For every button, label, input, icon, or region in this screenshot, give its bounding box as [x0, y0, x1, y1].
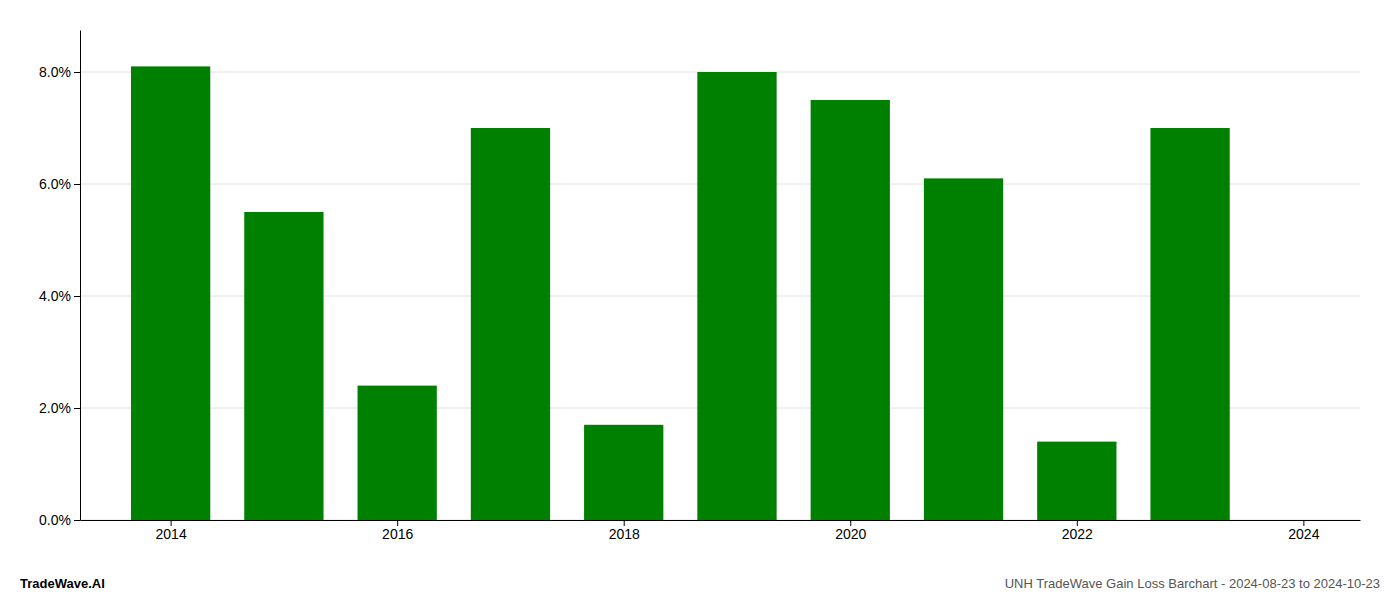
- x-tick: 2020: [835, 520, 866, 542]
- x-tick: 2022: [1062, 520, 1093, 542]
- y-tick-mark: [74, 408, 80, 409]
- y-tick-mark: [74, 520, 80, 521]
- watermark: TradeWave.AI: [20, 576, 105, 591]
- y-tick: 8.0%: [39, 64, 80, 80]
- bar: [358, 386, 437, 520]
- x-tick-label: 2016: [382, 526, 413, 542]
- x-tick-label: 2018: [609, 526, 640, 542]
- bars: [131, 66, 1230, 520]
- y-tick-label: 8.0%: [39, 64, 71, 80]
- x-tick: 2018: [609, 520, 640, 542]
- bar: [244, 212, 323, 520]
- title: UNH TradeWave Gain Loss Barchart - 2024-…: [1005, 576, 1380, 591]
- y-tick: 6.0%: [39, 176, 80, 192]
- y-tick-label: 0.0%: [39, 512, 71, 528]
- grid: [80, 72, 1360, 520]
- x-tick-label: 2022: [1062, 526, 1093, 542]
- x-tick: 2014: [156, 520, 187, 542]
- y-tick-label: 6.0%: [39, 176, 71, 192]
- x-tick: 2016: [382, 520, 413, 542]
- x-axis: 2014 2016 2018 2020 2022 2024: [81, 520, 1361, 542]
- x-axis-line: [81, 520, 1361, 521]
- bar: [1037, 442, 1116, 520]
- x-tick-label: 2014: [156, 526, 187, 542]
- bar: [924, 178, 1003, 520]
- bar: [1150, 128, 1229, 520]
- plot: 2014 2016 2018 2020 2022 2024 0.0% 2.0% 4.0% 6.0%…: [39, 31, 1360, 542]
- bar: [471, 128, 550, 520]
- y-tick-label: 4.0%: [39, 288, 71, 304]
- y-tick: 4.0%: [39, 288, 80, 304]
- bar: [584, 425, 663, 520]
- chart: 2014 2016 2018 2020 2022 2024 0.0% 2.0% 4.0% 6.0%…: [0, 0, 1400, 600]
- x-tick-label: 2024: [1288, 526, 1319, 542]
- y-tick-mark: [74, 184, 80, 185]
- y-axis-line: [80, 31, 81, 521]
- y-tick: 0.0%: [39, 512, 80, 528]
- x-tick-label: 2020: [835, 526, 866, 542]
- bar: [811, 100, 890, 520]
- y-tick-mark: [74, 296, 80, 297]
- bar: [697, 72, 776, 520]
- x-tick: 2024: [1288, 520, 1319, 542]
- y-tick-label: 2.0%: [39, 400, 71, 416]
- y-tick: 2.0%: [39, 400, 80, 416]
- bar: [131, 66, 210, 520]
- y-tick-mark: [74, 72, 80, 73]
- y-axis: 0.0% 2.0% 4.0% 6.0% 8.0%: [39, 31, 80, 528]
